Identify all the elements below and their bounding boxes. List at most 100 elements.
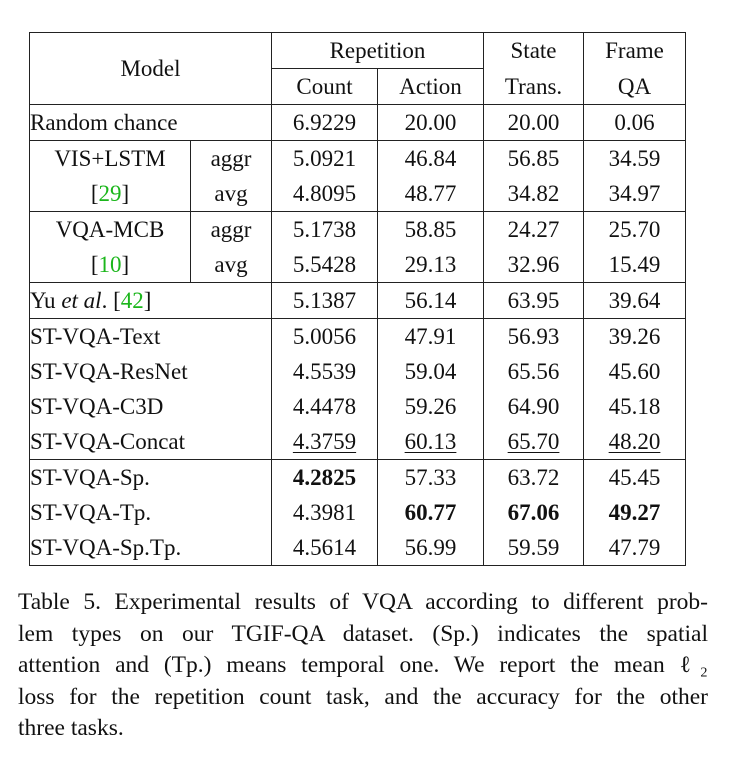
count-cell: 5.0056 — [271, 318, 378, 354]
table-row: [10] avg 5.5428 29.13 32.96 15.49 — [29, 247, 687, 283]
state-cell: 32.96 — [483, 247, 585, 283]
table-row: ST-VQA-Sp.Tp. 4.5614 56.99 59.59 47.79 — [29, 530, 687, 566]
row-label: ST-VQA-Tp. — [29, 495, 272, 530]
table-row: ST-VQA-Tp. 4.3981 60.77 67.06 49.27 — [29, 495, 687, 530]
count-cell: 4.4478 — [271, 389, 378, 424]
row-label: ST-VQA-ResNet — [29, 354, 272, 389]
citation-link[interactable]: 10 — [98, 252, 122, 277]
count-cell: 6.9229 — [271, 104, 378, 141]
row-label: Yu et al. [42] — [29, 282, 272, 319]
header-state-line1: State — [483, 32, 585, 69]
frame-cell: 15.49 — [583, 247, 687, 283]
action-cell: 57.33 — [376, 459, 485, 495]
state-cell: 64.90 — [483, 389, 585, 424]
row-label: Random chance — [29, 104, 272, 141]
table-row: ST-VQA-Text 5.0056 47.91 56.93 39.26 — [29, 318, 687, 354]
caption-line: loss for the repetition count task, and … — [18, 683, 708, 710]
variant-label: aggr — [190, 211, 272, 247]
frame-cell: 39.26 — [583, 318, 687, 354]
count-cell: 5.1738 — [271, 211, 378, 247]
caption-line: lem types on our TGIF-QA dataset. (Sp.) … — [18, 620, 708, 647]
header-row-2: Count Action Trans. QA — [30, 68, 687, 105]
row-label: ST-VQA-C3D — [29, 389, 272, 424]
state-cell: 63.72 — [483, 459, 585, 495]
row-label: ST-VQA-Text — [29, 318, 272, 354]
state-cell: 56.85 — [483, 140, 585, 176]
header-model: Model — [29, 32, 272, 105]
model-reference: [29] — [29, 176, 191, 212]
citation-link[interactable]: 42 — [120, 288, 144, 313]
frame-cell: 39.64 — [583, 282, 687, 319]
state-cell: 59.59 — [483, 530, 585, 566]
table-row: ST-VQA-Sp. 4.2825 57.33 63.72 45.45 — [29, 459, 687, 495]
header-frame-line2: QA — [583, 68, 687, 105]
action-cell: 56.99 — [376, 530, 485, 566]
count-cell: 4.5614 — [271, 530, 378, 566]
frame-cell: 45.18 — [583, 389, 687, 424]
state-cell: 63.95 — [483, 282, 585, 319]
row-label: ST-VQA-Sp. — [29, 459, 272, 495]
state-cell: 34.82 — [483, 176, 585, 212]
action-cell: 48.77 — [376, 176, 485, 212]
model-reference: [10] — [29, 247, 191, 283]
action-cell: 60.13 — [376, 424, 485, 460]
table-row: ST-VQA-Concat 4.3759 60.13 65.70 48.20 — [29, 424, 687, 460]
state-cell: 65.70 — [483, 424, 585, 460]
state-cell: 56.93 — [483, 318, 585, 354]
frame-cell: 34.59 — [583, 140, 687, 176]
caption-line: Table 5. Experimental results of VQA acc… — [18, 589, 708, 615]
action-cell: 29.13 — [376, 247, 485, 283]
frame-cell: 49.27 — [583, 495, 687, 530]
header-state-line2: Trans. — [483, 68, 585, 105]
results-table: Model Repetition State Frame Count Actio… — [29, 32, 687, 566]
count-cell: 5.0921 — [271, 140, 378, 176]
variant-label: aggr — [190, 140, 272, 176]
table-caption: Table 5. Experimental results of VQA acc… — [18, 587, 708, 745]
state-cell: 67.06 — [483, 495, 585, 530]
table-row: [29] avg 4.8095 48.77 34.82 34.97 — [29, 176, 687, 212]
header-count: Count — [271, 68, 378, 105]
count-cell: 4.2825 — [271, 459, 378, 495]
action-cell: 59.04 — [376, 354, 485, 389]
table-row: ST-VQA-ResNet 4.5539 59.04 65.56 45.60 — [29, 354, 687, 389]
header-row-1: Model Repetition State Frame — [29, 32, 687, 105]
action-cell: 58.85 — [376, 211, 485, 247]
table-row: VQA-MCB aggr 5.1738 58.85 24.27 25.70 — [29, 211, 687, 247]
frame-cell: 25.70 — [583, 211, 687, 247]
variant-label: avg — [190, 247, 272, 283]
caption-line: three tasks. — [18, 715, 124, 741]
frame-cell: 48.20 — [583, 424, 687, 460]
count-cell: 4.3759 — [271, 424, 378, 460]
count-cell: 4.3981 — [271, 495, 378, 530]
action-cell: 56.14 — [376, 282, 485, 319]
header-frame-line1: Frame — [583, 32, 687, 69]
action-cell: 60.77 — [376, 495, 485, 530]
action-cell: 46.84 — [376, 140, 485, 176]
model-name: VQA-MCB — [29, 211, 191, 247]
row-label: ST-VQA-Concat — [29, 424, 272, 460]
frame-cell: 34.97 — [583, 176, 687, 212]
frame-cell: 47.79 — [583, 530, 687, 566]
count-cell: 4.5539 — [271, 354, 378, 389]
table-row: Random chance 6.9229 20.00 20.00 0.06 — [29, 104, 687, 141]
variant-label: avg — [190, 176, 272, 212]
state-cell: 20.00 — [483, 104, 585, 141]
action-cell: 20.00 — [376, 104, 485, 141]
action-cell: 59.26 — [376, 389, 485, 424]
frame-cell: 45.45 — [583, 459, 687, 495]
citation-link[interactable]: 29 — [98, 181, 122, 206]
table-row: ST-VQA-C3D 4.4478 59.26 64.90 45.18 — [29, 389, 687, 424]
frame-cell: 0.06 — [583, 104, 687, 141]
caption-line: attention and (Tp.) means temporal one. … — [18, 652, 708, 678]
count-cell: 5.5428 — [271, 247, 378, 283]
action-cell: 47.91 — [376, 318, 485, 354]
frame-cell: 45.60 — [583, 354, 687, 389]
model-name: VIS+LSTM — [29, 140, 191, 176]
header-action: Action — [376, 68, 485, 105]
state-cell: 24.27 — [483, 211, 585, 247]
table-row: VIS+LSTM aggr 5.0921 46.84 56.85 34.59 — [29, 140, 687, 176]
table-row: Yu et al. [42] 5.1387 56.14 63.95 39.64 — [29, 282, 687, 319]
state-cell: 65.56 — [483, 354, 585, 389]
header-repetition: Repetition — [270, 32, 485, 69]
row-label: ST-VQA-Sp.Tp. — [29, 530, 272, 566]
